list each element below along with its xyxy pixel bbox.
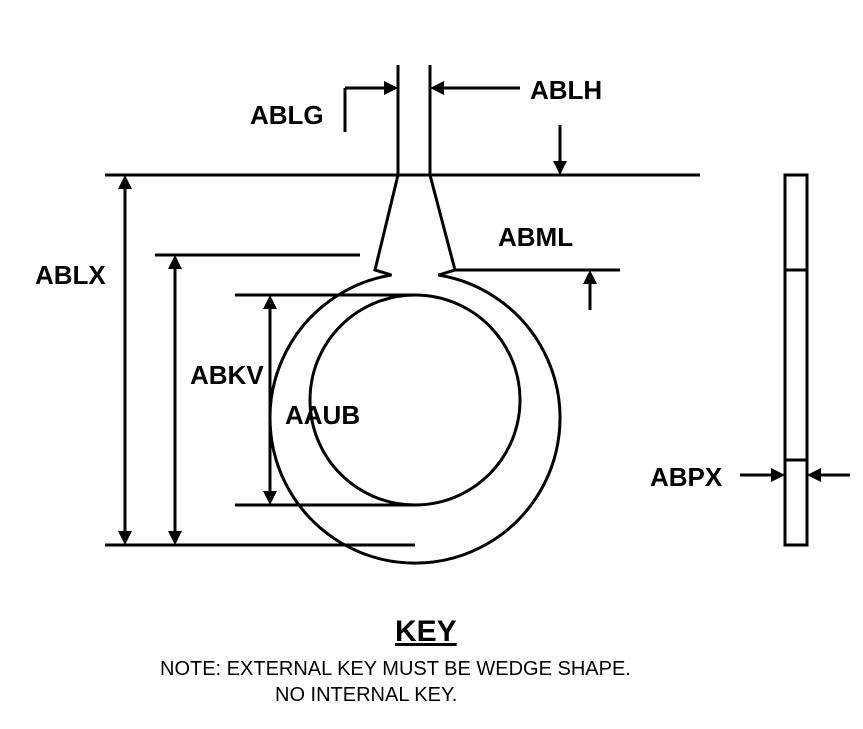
label-aaub: AAUB xyxy=(285,400,360,431)
note-line-1: NOTE: EXTERNAL KEY MUST BE WEDGE SHAPE. xyxy=(160,658,631,681)
title-key: KEY xyxy=(395,615,457,649)
label-abkv: ABKV xyxy=(190,360,264,391)
diagram-container: ABLG ABLH ABML ABLX ABKV AAUB ABPX KEY N… xyxy=(0,0,863,729)
label-ablx: ABLX xyxy=(35,260,106,291)
note-line-2: NO INTERNAL KEY. xyxy=(275,684,457,707)
label-ablh: ABLH xyxy=(530,75,602,106)
label-ablg: ABLG xyxy=(250,100,324,131)
label-abpx: ABPX xyxy=(650,462,722,493)
label-abml: ABML xyxy=(498,222,573,253)
